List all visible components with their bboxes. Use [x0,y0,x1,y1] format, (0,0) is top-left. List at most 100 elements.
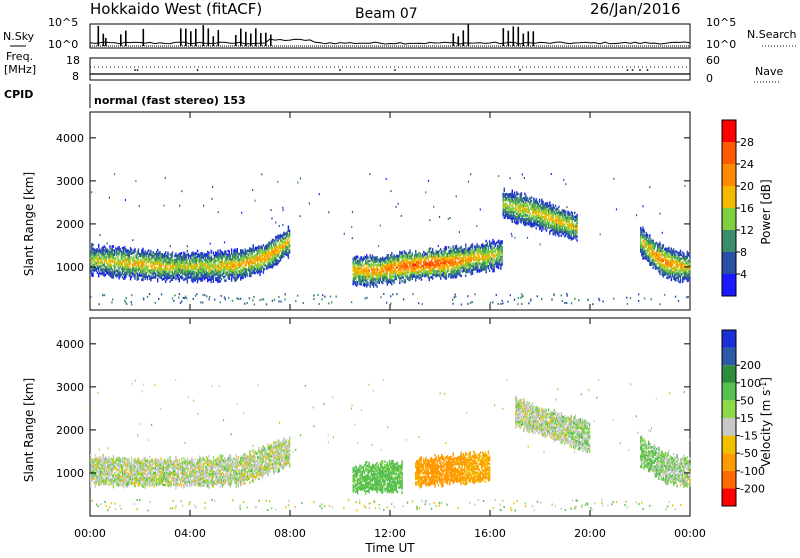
range-gate-cell [668,247,669,250]
range-gate-cell [441,266,442,269]
range-gate-cell [566,226,567,229]
range-gate-cell [565,211,566,214]
range-gate-cell [538,224,539,227]
range-gate-cell [541,229,542,232]
range-gate-cell [550,204,551,207]
range-gate-cell [254,248,255,251]
range-gate-cell [653,240,654,243]
range-gate-cell [379,258,380,261]
scatter-cell [313,295,314,297]
range-gate-cell [100,250,101,253]
range-gate-cell [165,251,166,254]
range-gate-cell [495,255,496,258]
range-gate-cell [642,226,643,229]
range-gate-cell [109,245,110,248]
range-gate-cell [404,260,405,263]
range-gate-cell [459,247,460,250]
range-gate-cell [432,248,433,251]
range-gate-cell [113,253,114,256]
range-gate-cell [248,254,249,257]
noise-spike [508,31,510,46]
range-gate-cell [107,268,108,271]
scatter-cell [566,302,567,304]
range-gate-cell [134,248,135,251]
range-gate-cell [570,223,571,226]
range-gate-cell [561,235,562,238]
range-gate-cell [645,242,646,245]
range-gate-cell [425,253,426,256]
range-gate-cell [434,253,435,256]
range-gate-cell [182,277,183,280]
range-gate-cell [650,252,651,255]
range-gate-cell [187,250,188,253]
range-gate-cell [217,250,218,253]
scatter-cell [688,296,689,298]
range-gate-cell [679,269,680,272]
range-gate-cell [375,284,376,287]
range-gate-cell [472,263,473,266]
range-gate-cell [526,203,527,206]
range-gate-cell [409,261,410,264]
noise-spike [105,38,107,46]
range-gate-cell [197,254,198,257]
range-gate-cell [659,271,660,274]
range-gate-cell [383,270,384,273]
scatter-cell [566,293,567,295]
range-gate-cell [529,209,530,212]
range-gate-cell [684,269,685,272]
range-gate-cell [457,248,458,251]
range-gate-cell [354,262,355,265]
range-gate-cell [528,206,529,209]
noise-spike [143,29,145,46]
scatter-cell [225,298,226,300]
range-gate-cell [529,215,530,218]
range-gate-cell [500,256,501,259]
range-gate-cell [145,250,146,253]
range-gate-cell [120,271,121,274]
range-gate-cell [401,280,402,283]
range-gate-cell [220,249,221,252]
range-gate-cell [257,247,258,250]
range-gate-cell [501,240,502,243]
range-gate-cell [673,248,674,251]
range-gate-cell [504,199,505,202]
range-gate-cell [509,199,510,202]
range-gate-cell [197,263,198,266]
range-gate-cell [266,244,267,247]
nave-dot [197,69,199,71]
range-gate-cell [500,240,501,243]
range-gate-cell [657,261,658,264]
range-gate-cell [284,233,285,236]
range-gate-cell [432,267,433,270]
range-gate-cell [188,253,189,256]
range-gate-cell [684,263,685,266]
scatter-cell [303,302,304,304]
range-gate-cell [157,249,158,252]
range-gate-cell [478,265,479,268]
scatter-cell [313,298,314,300]
range-gate-cell [539,199,540,202]
range-gate-cell [531,196,532,199]
range-gate-cell [215,263,216,266]
range-gate-cell [422,273,423,276]
range-gate-cell [368,269,369,272]
scatter-cell [638,293,639,295]
range-gate-cell [284,237,285,240]
range-gate-cell [429,248,430,251]
range-gate-cell [557,208,558,211]
range-gate-cell [495,243,496,246]
range-gate-cell [509,214,510,217]
range-gate-cell [376,285,377,288]
range-gate-cell [654,243,655,246]
range-gate-cell [649,234,650,237]
range-gate-cell [122,247,123,250]
range-gate-cell [549,201,550,204]
range-gate-cell [465,244,466,247]
scatter-cell [592,303,593,305]
range-gate-cell [521,192,522,195]
range-gate-cell [238,253,239,256]
range-gate-cell [247,249,248,252]
range-gate-cell [683,253,684,256]
range-gate-cell [395,268,396,271]
range-gate-cell [195,275,196,278]
